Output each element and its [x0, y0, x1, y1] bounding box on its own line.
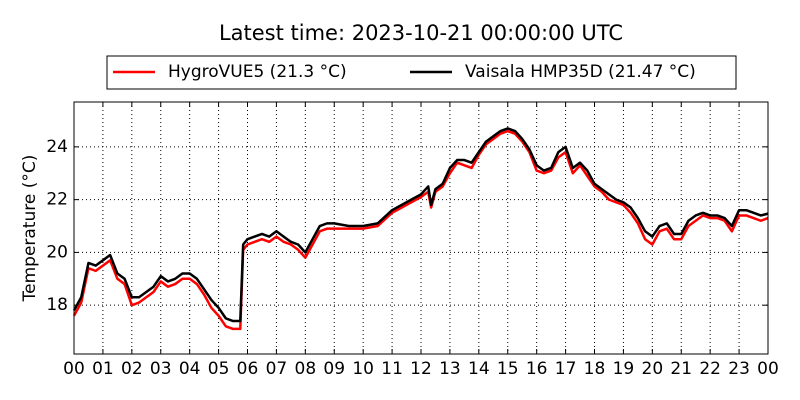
x-tick-label: 06: [237, 359, 259, 379]
plot-frame: [73, 101, 769, 355]
x-tick-label: 07: [266, 359, 288, 379]
x-tick-label: 22: [699, 359, 721, 379]
x-tick-label: 10: [352, 359, 374, 379]
x-tick-label: 01: [92, 359, 114, 379]
x-tick-label: 19: [613, 359, 635, 379]
x-tick-label: 13: [439, 359, 461, 379]
x-tick-label: 23: [728, 359, 750, 379]
x-tick-label: 00: [757, 359, 779, 379]
legend-label: HygroVUE5 (21.3 °C): [168, 62, 347, 82]
x-tick-label: 09: [323, 359, 345, 379]
x-tick-label: 00: [63, 359, 85, 379]
x-tick-label: 03: [150, 359, 172, 379]
x-tick-label: 08: [295, 359, 317, 379]
y-tick-label: 22: [46, 190, 68, 210]
y-tick-label: 24: [46, 137, 68, 157]
x-tick-label: 21: [670, 359, 692, 379]
legend-label: Vaisala HMP35D (21.47 °C): [465, 62, 696, 82]
x-tick-label: 18: [584, 359, 606, 379]
legend-box: [106, 55, 737, 90]
x-tick-label: 14: [468, 359, 490, 379]
x-tick-label: 02: [121, 359, 143, 379]
x-tick-label: 05: [208, 359, 230, 379]
y-tick-label: 18: [46, 295, 68, 315]
y-axis-label: Temperature (°C): [20, 155, 40, 303]
x-tick-label: 15: [497, 359, 519, 379]
x-tick-label: 17: [555, 359, 577, 379]
series-line: [72, 127, 769, 323]
chart-title: Latest time: 2023-10-21 00:00:00 UTC: [219, 21, 623, 45]
x-tick-label: 12: [410, 359, 432, 379]
x-tick-label: 20: [642, 359, 664, 379]
x-tick-label: 11: [381, 359, 403, 379]
x-tick-label: 16: [526, 359, 548, 379]
x-tick-label: 04: [179, 359, 201, 379]
y-tick-label: 20: [46, 242, 68, 262]
